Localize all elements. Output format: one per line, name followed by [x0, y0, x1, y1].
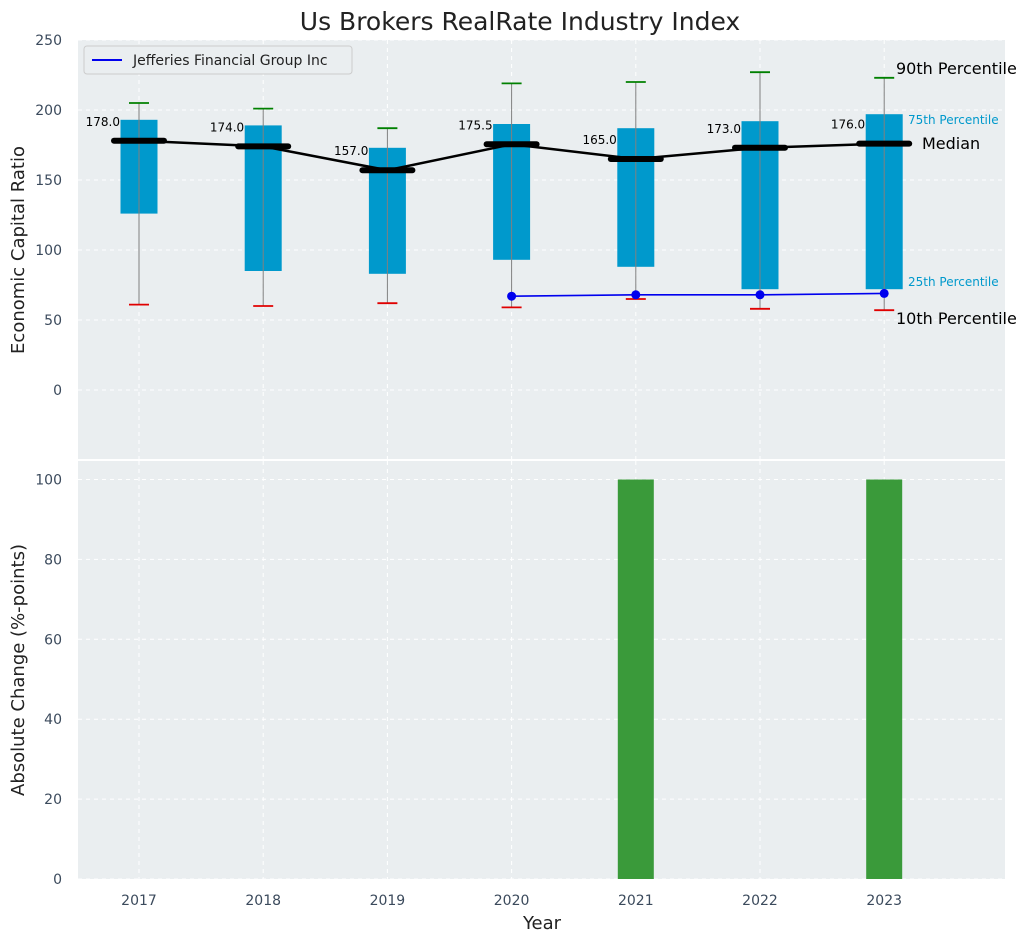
median-value-label: 174.0	[210, 120, 244, 134]
x-tick-label: 2019	[370, 893, 406, 909]
change-bar	[617, 479, 654, 879]
bottom-y-tick-label: 60	[44, 632, 62, 648]
p75-annotation: 75th Percentile	[908, 113, 999, 127]
x-axis-title: Year	[522, 913, 562, 934]
bottom-chart-marks	[617, 479, 903, 879]
bottom-y-tick-label: 20	[44, 792, 62, 808]
legend-label: Jefferies Financial Group Inc	[132, 53, 328, 69]
bottom-plot-area	[78, 461, 1005, 879]
median-value-label: 178.0	[86, 115, 120, 129]
company-point	[879, 288, 889, 298]
median-value-label: 175.5	[458, 118, 492, 132]
x-tick-label: 2020	[494, 893, 530, 909]
company-line	[511, 292, 885, 297]
top-y-tick-label: 150	[35, 173, 62, 189]
p25-annotation: 25th Percentile	[908, 275, 999, 289]
company-point	[755, 290, 765, 300]
top-y-tick-label: 250	[35, 33, 62, 49]
bottom-y-tick-label: 0	[53, 872, 62, 888]
p10-annotation: 10th Percentile	[896, 309, 1017, 328]
x-tick-label: 2017	[121, 893, 157, 909]
top-y-ticks: 0 50 100 150 200 250	[35, 33, 62, 399]
median-annotation: Median	[922, 134, 980, 153]
x-tick-label: 2022	[742, 893, 778, 909]
x-tick-label: 2023	[866, 893, 902, 909]
x-ticks: 2017 2018 2019 2020 2021 2022 2023	[121, 893, 902, 909]
top-chart-marks: 178.0 174.0 157.0 175.5 165.0 173.0 176.0	[86, 71, 913, 312]
x-tick-label: 2021	[618, 893, 654, 909]
top-y-tick-label: 200	[35, 103, 62, 119]
top-y-tick-label: 0	[53, 383, 62, 399]
bottom-y-tick-label: 40	[44, 712, 62, 728]
top-y-axis-title: Economic Capital Ratio	[8, 146, 29, 354]
bottom-y-tick-label: 100	[35, 473, 62, 489]
median-value-label: 157.0	[334, 144, 368, 158]
median-value-label: 165.0	[582, 133, 616, 147]
chart-title: Us Brokers RealRate Industry Index	[300, 7, 740, 36]
bottom-y-ticks: 0 20 40 60 80 100	[35, 473, 62, 889]
legend-box	[83, 45, 353, 75]
p90-annotation: 90th Percentile	[896, 59, 1017, 78]
top-y-tick-label: 100	[35, 243, 62, 259]
x-tick-label: 2018	[245, 893, 281, 909]
legend: Jefferies Financial Group Inc	[83, 45, 353, 75]
company-point	[631, 290, 641, 300]
company-point	[507, 291, 517, 301]
median-value-label: 176.0	[831, 118, 865, 132]
bottom-y-axis-title: Absolute Change (%-points)	[8, 544, 29, 796]
median-value-label: 173.0	[707, 122, 741, 136]
top-y-tick-label: 50	[44, 313, 62, 329]
bottom-y-tick-label: 80	[44, 552, 62, 568]
change-bar	[866, 479, 903, 879]
